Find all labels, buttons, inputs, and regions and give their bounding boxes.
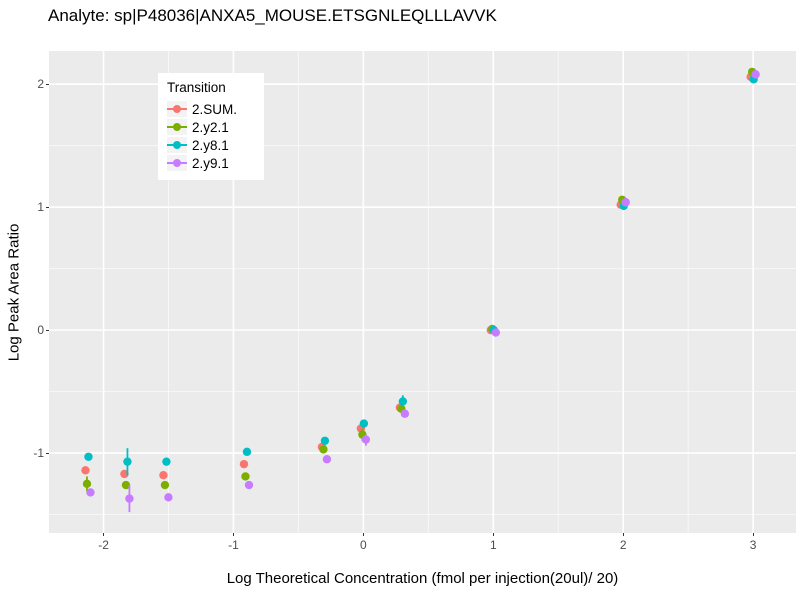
y-tick-mark bbox=[46, 452, 49, 454]
legend-item-label: 2.y9.1 bbox=[192, 155, 229, 171]
legend-point-glyph bbox=[173, 105, 181, 113]
legend-item-label: 2.SUM. bbox=[192, 101, 238, 117]
data-point-2.y9.1 bbox=[244, 480, 254, 490]
y-axis-title: Log Peak Area Ratio bbox=[5, 223, 23, 362]
data-point-2.y9.1 bbox=[400, 409, 410, 418]
x-tick-mark bbox=[622, 533, 624, 536]
data-point-2.y2.1 bbox=[121, 480, 131, 490]
plot-title: Analyte: sp|P48036|ANXA5_MOUSE.ETSGNLEQL… bbox=[48, 6, 497, 25]
data-point-2.y2.1 bbox=[241, 472, 250, 481]
y-tick-label: 2 bbox=[37, 77, 44, 92]
legend-item-2.y2.1: 2.y2.1 bbox=[167, 118, 256, 136]
legend-point-glyph bbox=[173, 159, 181, 167]
data-point-2.y9.1 bbox=[322, 455, 332, 464]
data-point-2.y8.1 bbox=[242, 447, 252, 457]
legend-item-label: 2.y2.1 bbox=[192, 119, 229, 135]
data-point-2.y9.1 bbox=[361, 435, 371, 444]
x-tick-label: 2 bbox=[619, 538, 627, 552]
data-point-2.y9.1 bbox=[164, 493, 173, 502]
data-point-2.y8.1 bbox=[123, 457, 132, 466]
data-point-2.y8.1 bbox=[359, 419, 369, 428]
x-tick-mark bbox=[103, 533, 105, 536]
legend-items: 2.SUM. 2.y2.1 2.y8.1 2.y9.1 bbox=[167, 100, 256, 172]
data-point-2.y9.1 bbox=[751, 70, 760, 79]
x-tick-mark bbox=[362, 533, 364, 536]
legend-item-label: 2.y8.1 bbox=[192, 137, 229, 153]
data-point-2.y9.1 bbox=[491, 328, 501, 337]
y-tick-mark bbox=[46, 206, 49, 208]
data-point-2.SUM. bbox=[239, 459, 249, 469]
legend-point-glyph bbox=[173, 141, 181, 149]
legend-title: Transition bbox=[167, 80, 226, 95]
data-point-2.SUM. bbox=[81, 466, 90, 475]
legend-point-glyph bbox=[173, 123, 181, 131]
data-point-2.y2.1 bbox=[82, 479, 92, 489]
x-tick-label: 3 bbox=[749, 538, 757, 552]
legend-key-icon bbox=[167, 101, 187, 117]
y-tick-label: 0 bbox=[37, 323, 44, 338]
data-point-2.y8.1 bbox=[320, 436, 330, 445]
y-tick-label: -1 bbox=[33, 446, 44, 461]
data-point-2.y8.1 bbox=[84, 452, 93, 461]
x-tick-mark bbox=[492, 533, 494, 536]
legend-item-2.y9.1: 2.y9.1 bbox=[167, 154, 256, 172]
y-tick-mark bbox=[46, 329, 49, 331]
data-point-2.y2.1 bbox=[160, 480, 170, 490]
x-tick-label: 1 bbox=[489, 538, 497, 552]
y-tick-mark bbox=[46, 83, 49, 85]
legend-key-icon bbox=[167, 119, 187, 135]
y-tick-label: 1 bbox=[37, 200, 44, 215]
legend-box: Transition 2.SUM. 2.y2.1 2.y8.1 2.y9.1 bbox=[158, 73, 264, 180]
data-point-2.SUM. bbox=[159, 471, 168, 480]
data-point-2.y9.1 bbox=[621, 198, 630, 207]
data-point-2.y8.1 bbox=[398, 397, 408, 406]
x-tick-label: -2 bbox=[98, 538, 109, 552]
data-point-2.y9.1 bbox=[86, 488, 95, 497]
x-tick-label: -1 bbox=[228, 538, 239, 552]
x-tick-mark bbox=[232, 533, 234, 536]
data-point-2.y9.1 bbox=[125, 494, 134, 503]
data-point-2.y2.1 bbox=[319, 445, 328, 454]
legend-key-icon bbox=[167, 137, 187, 153]
x-axis-title: Log Theoretical Concentration (fmol per … bbox=[226, 570, 619, 587]
legend-key-icon bbox=[167, 155, 187, 171]
x-tick-label: 0 bbox=[360, 538, 367, 552]
legend-item-2.SUM.: 2.SUM. bbox=[167, 100, 256, 118]
legend-item-2.y8.1: 2.y8.1 bbox=[167, 136, 256, 154]
x-tick-mark bbox=[752, 533, 754, 536]
data-point-2.y8.1 bbox=[162, 457, 171, 466]
